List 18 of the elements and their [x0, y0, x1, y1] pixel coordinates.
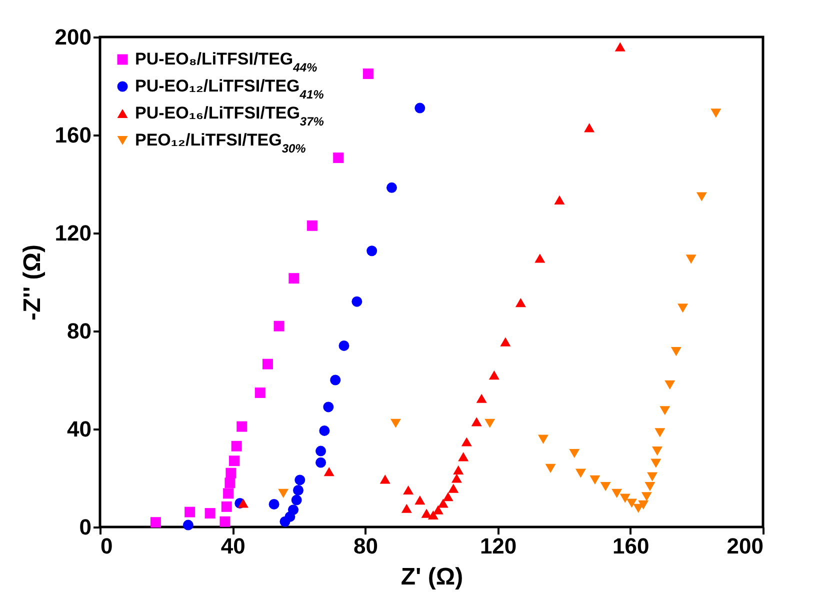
y-tick-label: 120 [54, 220, 92, 246]
x-axis-title: Z' (Ω) [400, 564, 464, 590]
legend-label: PU-EO₁₂/LiTFSI/TEG$_{41%}$ [135, 76, 324, 102]
x-tick-label: 200 [726, 534, 764, 558]
y-tick-label: 80 [67, 318, 92, 344]
legend-label: PU-EO₁₆/LiTFSI/TEG$_{37%}$ [135, 104, 324, 128]
x-tick-label: 40 [220, 534, 246, 558]
x-tick-label: 160 [612, 534, 650, 558]
legend-label: PEO₁₂/LiTFSI/TEG$_{30%}$ [135, 130, 306, 156]
x-tick-label: 80 [353, 534, 378, 558]
legend-label: PU-EO₈/LiTFSI/TEG$_{44%}$ [135, 50, 318, 74]
y-tick-label: 0 [79, 514, 92, 540]
y-tick-label: 40 [67, 416, 92, 442]
y-tick-label: 160 [54, 122, 92, 148]
y-axis-title: -Z'' (Ω) [18, 244, 46, 320]
x-tick-label: 120 [480, 534, 517, 558]
y-tick-label: 200 [54, 24, 92, 50]
x-tick-label: 0 [100, 534, 113, 558]
